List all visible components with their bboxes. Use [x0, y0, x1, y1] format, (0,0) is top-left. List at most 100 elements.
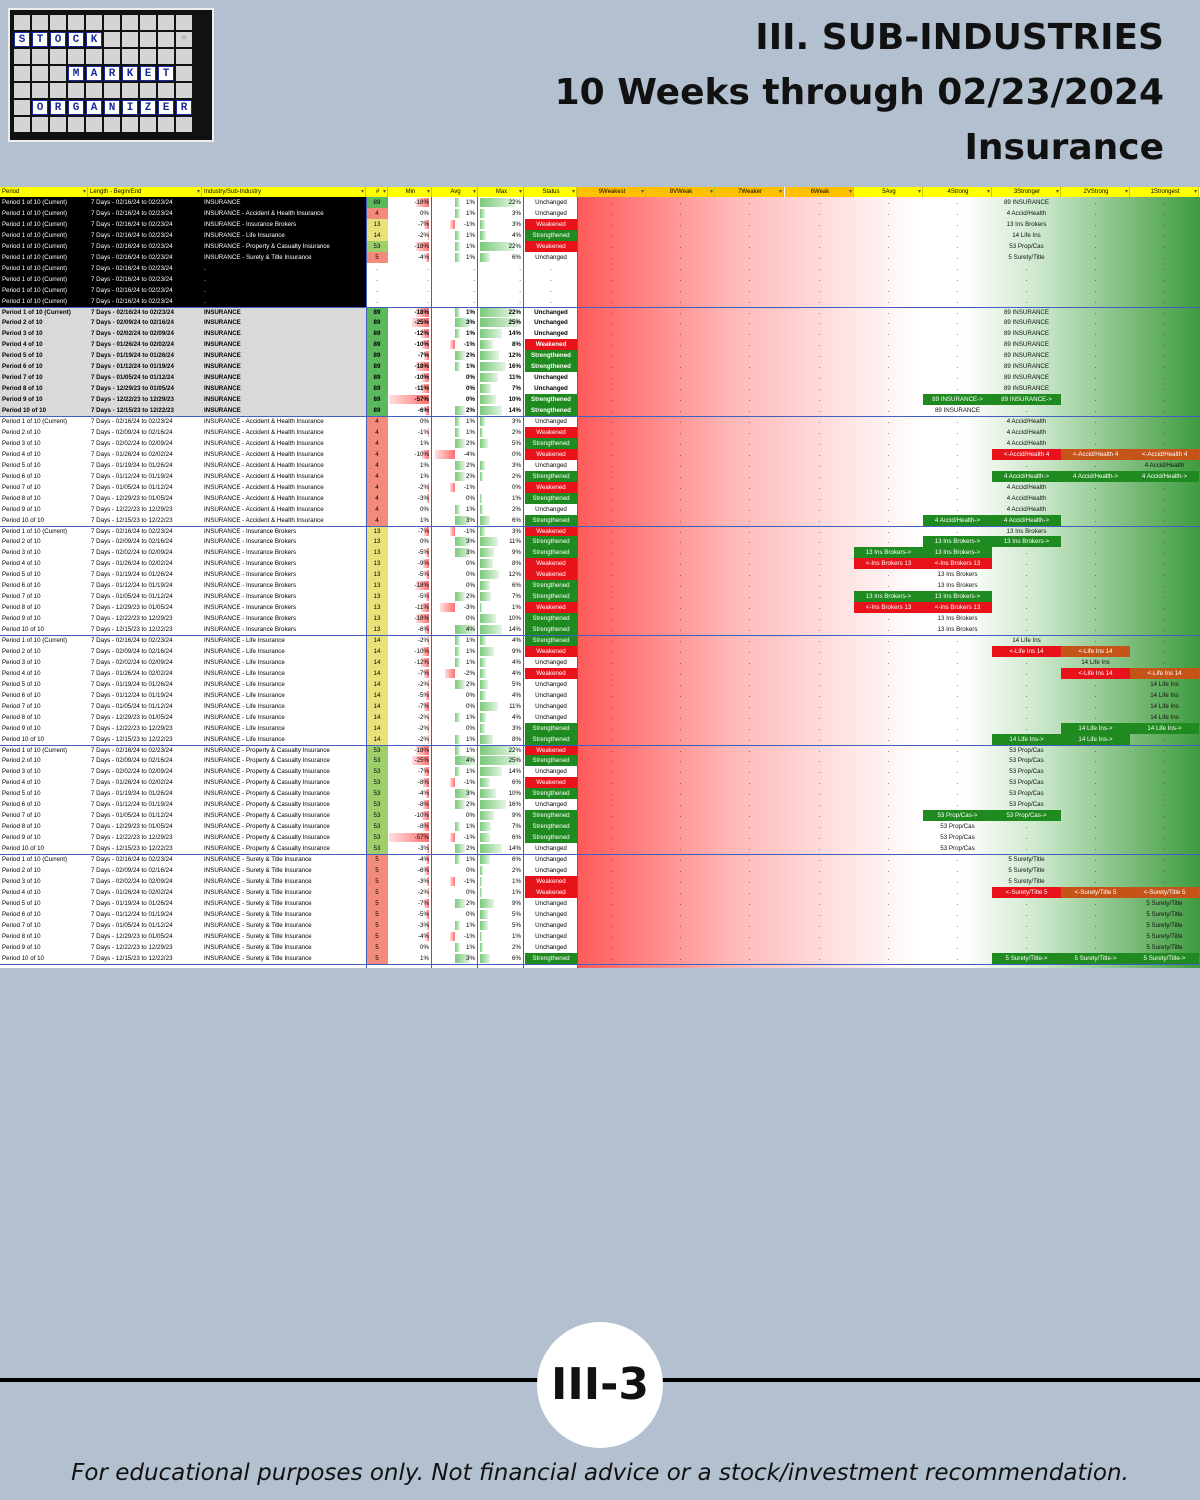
table-row[interactable]: Period 2 of 10 7 Days - 02/09/24 to 02/16…: [0, 426, 1200, 438]
table-row[interactable]: Period 10 of 10 7 Days - 12/15/23 to 12/2…: [0, 514, 1200, 526]
table-row[interactable]: Period 9 of 10 7 Days - 12/22/23 to 12/29…: [0, 941, 1200, 953]
table-row[interactable]: Period 3 of 10 7 Days - 02/02/24 to 02/09…: [0, 547, 1200, 559]
table-row[interactable]: Period 8 of 10 7 Days - 12/29/23 to 01/05…: [0, 930, 1200, 942]
level-cell: .: [1163, 231, 1166, 239]
table-row[interactable]: Period 9 of 10 7 Days - 12/22/23 to 12/29…: [0, 613, 1200, 625]
table-row[interactable]: Period 5 of 10 7 Days - 01/19/24 to 01/26…: [0, 459, 1200, 471]
table-row[interactable]: Period 6 of 10 7 Days - 01/12/24 to 01/19…: [0, 361, 1200, 373]
table-row[interactable]: Period 1 of 10 (Current) 7 Days - 02/16/2…: [0, 744, 1200, 756]
table-row[interactable]: Period 10 of 10 7 Days - 12/15/23 to 12/2…: [0, 843, 1200, 855]
table-row[interactable]: Period 10 of 10 7 Days - 12/15/23 to 12/2…: [0, 952, 1200, 964]
column-header[interactable]: 3Stronger: [992, 187, 1061, 197]
table-row[interactable]: Period 1 of 10 (Current) 7 Days - 02/16/2…: [0, 306, 1200, 318]
table-row[interactable]: Period 2 of 10 7 Days - 02/09/24 to 02/16…: [0, 755, 1200, 767]
column-header[interactable]: Status: [524, 187, 577, 197]
table-row[interactable]: Period 1 of 10 (Current) 7 Days - 02/16/2…: [0, 218, 1200, 230]
min-databar: [424, 351, 429, 361]
table-row[interactable]: Period 4 of 10 7 Days - 01/26/24 to 02/02…: [0, 339, 1200, 351]
max-cell: 4%: [512, 691, 521, 699]
table-row[interactable]: Period 7 of 10 7 Days - 01/05/24 to 01/12…: [0, 700, 1200, 712]
table-row[interactable]: Period 10 of 10 7 Days - 12/15/23 to 12/2…: [0, 733, 1200, 745]
table-row[interactable]: Period 6 of 10 7 Days - 01/12/24 to 01/19…: [0, 470, 1200, 482]
table-row[interactable]: Period 7 of 10 7 Days - 01/05/24 to 01/12…: [0, 372, 1200, 384]
column-header[interactable]: Industry/Sub-Industry: [202, 187, 366, 197]
table-row[interactable]: Period 1 of 10 (Current) 7 Days - 02/16/2…: [0, 295, 1200, 307]
table-row[interactable]: Period 1 of 10 (Current) 7 Days - 02/16/2…: [0, 854, 1200, 865]
table-row[interactable]: Period 3 of 10 7 Days - 02/02/24 to 02/09…: [0, 875, 1200, 887]
table-row[interactable]: Period 2 of 10 7 Days - 02/09/24 to 02/16…: [0, 317, 1200, 329]
table-row[interactable]: Period 5 of 10 7 Days - 01/19/24 to 01/26…: [0, 350, 1200, 362]
table-row[interactable]: Period 4 of 10 7 Days - 01/26/24 to 02/02…: [0, 777, 1200, 789]
table-row[interactable]: Period 2 of 10 7 Days - 02/09/24 to 02/16…: [0, 864, 1200, 876]
table-row[interactable]: Period 5 of 10 7 Days - 01/19/24 to 01/26…: [0, 788, 1200, 800]
table-row[interactable]: Period 3 of 10 7 Days - 02/02/24 to 02/09…: [0, 766, 1200, 778]
table-row[interactable]: Period 1 of 10 (Current) 7 Days - 02/16/2…: [0, 262, 1200, 274]
table-row[interactable]: Period 9 of 10 7 Days - 12/22/23 to 12/29…: [0, 722, 1200, 734]
table-row[interactable]: Period 4 of 10 7 Days - 01/26/24 to 02/02…: [0, 448, 1200, 460]
avg-cell: -1%: [463, 779, 475, 787]
period-cell: Period 8 of 10: [2, 932, 41, 940]
level-cell: .: [1094, 330, 1097, 338]
table-row[interactable]: Period 4 of 10 7 Days - 01/26/24 to 02/02…: [0, 886, 1200, 898]
column-header[interactable]: #: [366, 187, 388, 197]
table-row[interactable]: Period 5 of 10 7 Days - 01/19/24 to 01/26…: [0, 569, 1200, 581]
table-row[interactable]: Period 8 of 10 7 Days - 12/29/23 to 01/05…: [0, 383, 1200, 395]
table-row[interactable]: Period 7 of 10 7 Days - 01/05/24 to 01/12…: [0, 481, 1200, 493]
table-row[interactable]: Period 1 of 10 (Current) 7 Days - 02/16/2…: [0, 251, 1200, 263]
column-header[interactable]: 6Weak: [785, 187, 854, 197]
table-row[interactable]: Period 3 of 10 7 Days - 02/02/24 to 02/09…: [0, 437, 1200, 449]
table-row[interactable]: Period 1 of 10 (Current) 7 Days - 02/16/2…: [0, 635, 1200, 646]
table-row[interactable]: Period 7 of 10 7 Days - 01/05/24 to 01/12…: [0, 919, 1200, 931]
table-row[interactable]: Period 1 of 10 (Current) 7 Days - 02/16/2…: [0, 207, 1200, 219]
table-row[interactable]: Period 1 of 10 (Current) 7 Days - 02/16/2…: [0, 525, 1200, 537]
table-row[interactable]: Period 1 of 10 (Current) 7 Days - 02/16/2…: [0, 240, 1200, 252]
table-row[interactable]: Period 5 of 10 7 Days - 01/19/24 to 01/26…: [0, 897, 1200, 909]
column-header[interactable]: 1Strongest: [1130, 187, 1199, 197]
column-header[interactable]: Length - Begin/End: [88, 187, 202, 197]
table-row[interactable]: Period 9 of 10 7 Days - 12/22/23 to 12/29…: [0, 394, 1200, 406]
column-header[interactable]: Max: [478, 187, 524, 197]
table-row[interactable]: Period 1 of 10 (Current) 7 Days - 02/16/2…: [0, 197, 1200, 208]
table-row[interactable]: Period 6 of 10 7 Days - 01/12/24 to 01/19…: [0, 580, 1200, 592]
table-row[interactable]: Period 2 of 10 7 Days - 02/09/24 to 02/16…: [0, 645, 1200, 657]
table-row[interactable]: Period 7 of 10 7 Days - 01/05/24 to 01/12…: [0, 591, 1200, 603]
table-row[interactable]: Period 7 of 10 7 Days - 01/05/24 to 01/12…: [0, 810, 1200, 822]
column-header[interactable]: 2VStrong: [1061, 187, 1130, 197]
table-row[interactable]: Period 2 of 10 7 Days - 02/09/24 to 02/16…: [0, 536, 1200, 548]
table-row[interactable]: Period 10 of 10 7 Days - 12/15/23 to 12/2…: [0, 624, 1200, 636]
table-row[interactable]: Period 8 of 10 7 Days - 12/29/23 to 01/05…: [0, 821, 1200, 833]
level-cell: .: [679, 768, 682, 776]
table-row[interactable]: Period 6 of 10 7 Days - 01/12/24 to 01/19…: [0, 908, 1200, 920]
max-cell: 3%: [512, 724, 521, 732]
level-cell: .: [748, 932, 751, 940]
table-row[interactable]: Period 6 of 10 7 Days - 01/12/24 to 01/19…: [0, 689, 1200, 701]
level-cell: .: [679, 472, 682, 480]
level-cell: .: [748, 264, 751, 272]
table-row[interactable]: Period 1 of 10 (Current) 7 Days - 02/16/2…: [0, 229, 1200, 241]
table-row[interactable]: Period 9 of 10 7 Days - 12/22/23 to 12/29…: [0, 832, 1200, 844]
table-row[interactable]: Period 1 of 10 (Current) 7 Days - 02/16/2…: [0, 416, 1200, 427]
table-row[interactable]: Period 5 of 10 7 Days - 01/19/24 to 01/26…: [0, 678, 1200, 690]
table-row[interactable]: Period 8 of 10 7 Days - 12/29/23 to 01/05…: [0, 492, 1200, 504]
column-header[interactable]: Period: [0, 187, 88, 197]
avg-cell: 1%: [466, 199, 475, 206]
table-row[interactable]: Period 8 of 10 7 Days - 12/29/23 to 01/05…: [0, 711, 1200, 723]
column-header[interactable]: 4Strong: [923, 187, 992, 197]
table-row[interactable]: Period 10 of 10 7 Days - 12/15/23 to 12/2…: [0, 405, 1200, 417]
column-header[interactable]: 5Avg: [854, 187, 923, 197]
status-cell: .: [550, 275, 552, 283]
table-row[interactable]: Period 3 of 10 7 Days - 02/02/24 to 02/09…: [0, 328, 1200, 340]
table-row[interactable]: Period 3 of 10 7 Days - 02/02/24 to 02/09…: [0, 656, 1200, 668]
column-header[interactable]: 9Weakest: [577, 187, 646, 197]
column-header[interactable]: 8VWeak: [646, 187, 715, 197]
table-row[interactable]: Period 4 of 10 7 Days - 01/26/24 to 02/02…: [0, 558, 1200, 570]
column-header[interactable]: Avg: [432, 187, 478, 197]
column-header[interactable]: 7Weaker: [715, 187, 784, 197]
table-row[interactable]: Period 4 of 10 7 Days - 01/26/24 to 02/02…: [0, 667, 1200, 679]
table-row[interactable]: Period 1 of 10 (Current) 7 Days - 02/16/2…: [0, 273, 1200, 285]
table-row[interactable]: Period 6 of 10 7 Days - 01/12/24 to 01/19…: [0, 799, 1200, 811]
column-header[interactable]: Min: [388, 187, 432, 197]
table-row[interactable]: Period 1 of 10 (Current) 7 Days - 02/16/2…: [0, 284, 1200, 296]
table-row[interactable]: Period 9 of 10 7 Days - 12/22/23 to 12/29…: [0, 503, 1200, 515]
table-row[interactable]: Period 8 of 10 7 Days - 12/29/23 to 01/05…: [0, 602, 1200, 614]
